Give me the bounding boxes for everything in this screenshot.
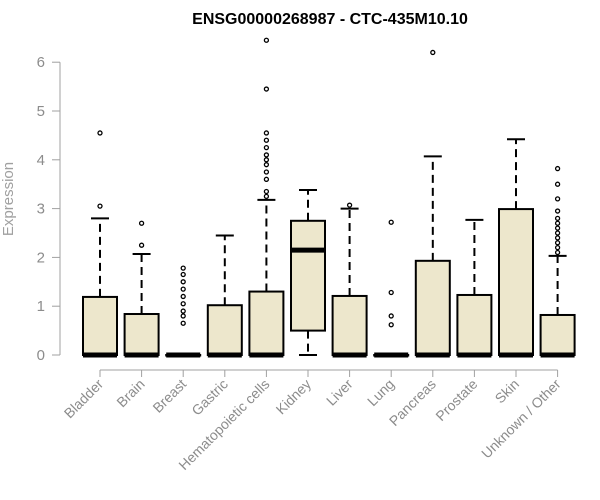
chart-title: ENSG00000268987 - CTC-435M10.10 (192, 11, 468, 28)
y-tick-label: 0 (37, 347, 45, 364)
outlier-point (263, 152, 270, 158)
outlier-point (263, 193, 270, 200)
outlier-point (180, 265, 186, 271)
outlier-point (97, 203, 103, 209)
outlier-point (180, 279, 186, 285)
outlier-point (263, 176, 270, 182)
outlier-point (388, 219, 394, 225)
y-axis: 0 1 2 3 4 5 6 (37, 54, 61, 364)
outlier-point (180, 320, 186, 326)
outlier-point (180, 293, 186, 300)
x-tick-label: Skin (492, 376, 523, 407)
box-prostate (456, 218, 493, 358)
box-body (331, 294, 368, 356)
outlier-point (138, 220, 145, 226)
outlier-point (554, 244, 561, 251)
outlier-point (554, 240, 561, 246)
box-body (539, 313, 576, 357)
x-tick-label: Prostate (432, 376, 480, 424)
box-body (248, 290, 285, 356)
box-kidney (290, 189, 326, 356)
y-tick-label: 3 (37, 201, 45, 218)
outlier-point (263, 169, 270, 175)
outlier-point (554, 225, 561, 231)
outlier-point (554, 181, 561, 187)
y-tick-label: 4 (37, 152, 45, 169)
y-tick-label: 5 (37, 103, 45, 120)
box-body (498, 208, 534, 356)
outlier-point (430, 49, 436, 56)
outlier-point (554, 215, 561, 222)
box-body (82, 295, 118, 357)
outlier-point (263, 37, 270, 43)
outlier-point (554, 208, 561, 214)
outlier-point (388, 322, 394, 328)
box-pancreas (414, 49, 451, 358)
outlier-point (263, 162, 270, 168)
x-tick-label: Lung (364, 376, 397, 409)
x-tick-label: Liver (323, 376, 356, 409)
outlier-point (263, 86, 270, 92)
box-body (290, 219, 326, 332)
x-tick-label: Bladder (61, 376, 107, 422)
x-tick-label: Brain (113, 376, 147, 410)
box-lung (373, 219, 410, 358)
box-body (206, 304, 243, 356)
outlier-point (180, 286, 186, 292)
outlier-point (554, 249, 561, 256)
outlier-point (554, 196, 561, 202)
outlier-point (180, 271, 186, 278)
outlier-point (346, 202, 353, 208)
box-body (123, 313, 160, 356)
outlier-point (263, 144, 270, 151)
outlier-point (388, 289, 394, 296)
y-tick-label: 1 (37, 298, 45, 315)
x-tick-label: Breast (149, 376, 189, 416)
outlier-point (263, 137, 270, 143)
box-hematopoietic-cells (248, 37, 285, 358)
outlier-point (263, 157, 270, 163)
x-tick-label: Kidney (273, 376, 315, 418)
box-gastric (206, 234, 243, 358)
outlier-point (263, 130, 270, 136)
y-axis-label: Expression (0, 162, 17, 236)
outlier-point (388, 313, 394, 319)
outlier-point (554, 230, 561, 236)
box-liver (331, 202, 368, 358)
outlier-point (263, 188, 270, 195)
y-tick-label: 6 (37, 54, 45, 71)
outlier-point (554, 165, 561, 172)
box-skin (498, 138, 534, 358)
boxes-group (82, 37, 576, 358)
outlier-point (180, 313, 186, 319)
x-tick-label: Unknown / Other (478, 376, 564, 462)
outlier-point (180, 308, 186, 314)
outlier-point (138, 242, 145, 248)
box-breast (165, 265, 202, 358)
box-brain (123, 220, 160, 358)
outlier-point (97, 130, 103, 136)
outlier-point (180, 301, 186, 307)
box-body (456, 293, 493, 357)
y-tick-label: 2 (37, 249, 45, 266)
box-unknown-other (539, 165, 576, 358)
box-body (414, 259, 451, 357)
outlier-point (554, 235, 561, 241)
outlier-point (554, 220, 561, 226)
box-bladder (82, 130, 118, 358)
